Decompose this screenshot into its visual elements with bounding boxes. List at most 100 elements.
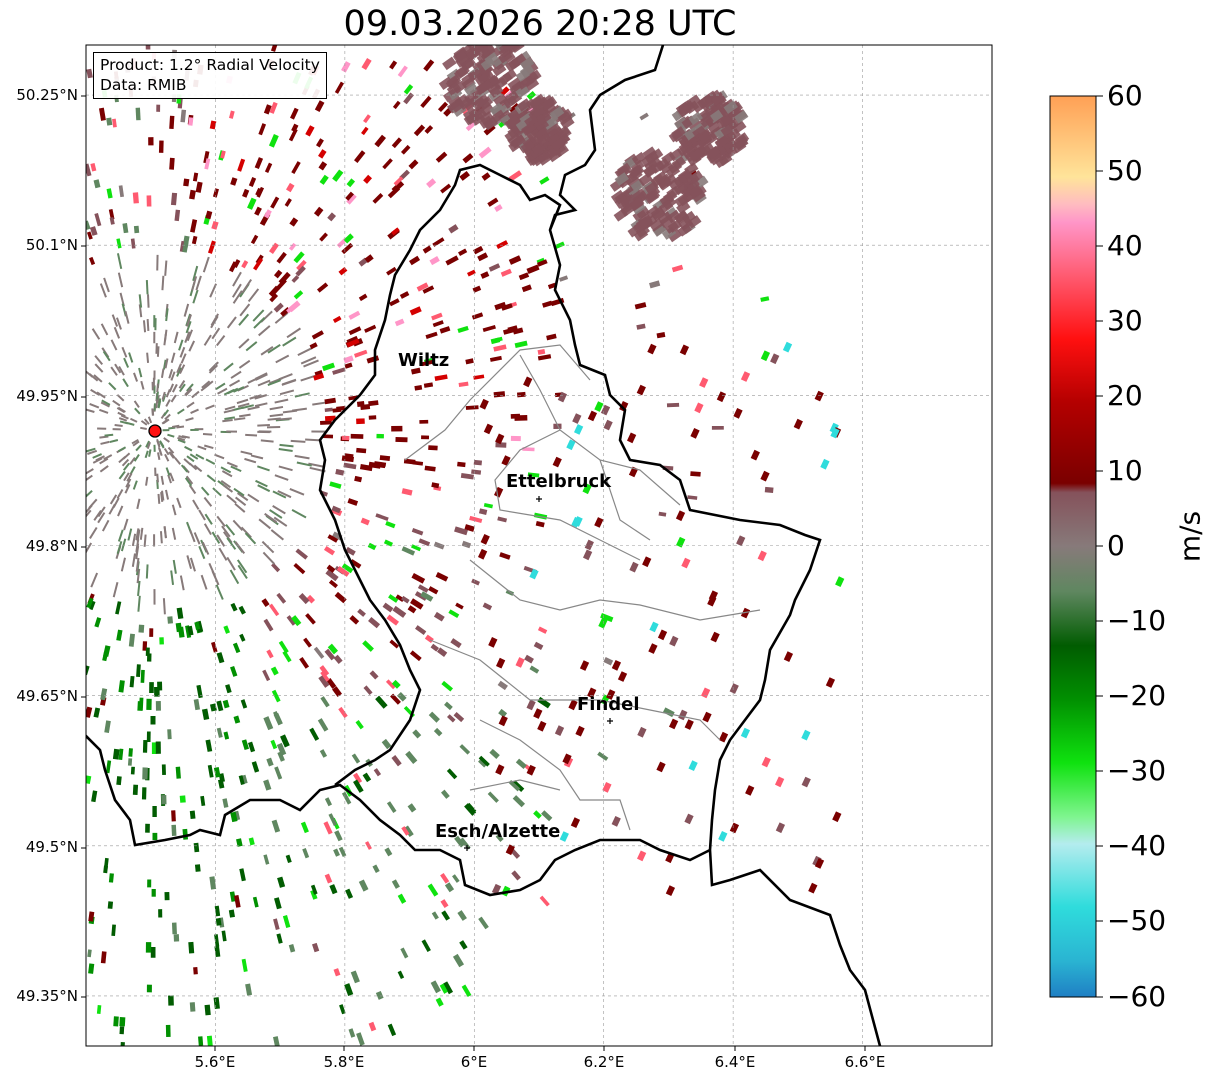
radar-cell xyxy=(401,826,410,836)
radar-cell xyxy=(327,534,339,543)
radar-cell xyxy=(522,447,535,452)
radar-cell xyxy=(214,453,225,460)
radar-cell xyxy=(232,406,244,412)
colorbar-tick-label: 20 xyxy=(1107,379,1143,412)
radar-cell xyxy=(582,483,592,495)
radar-cell xyxy=(191,235,198,245)
radar-cell xyxy=(161,391,166,401)
radar-cell xyxy=(332,367,346,375)
radar-cell xyxy=(514,414,528,421)
radar-cell xyxy=(178,379,186,389)
lat-tick-label: 49.65°N xyxy=(16,687,78,705)
radar-cell xyxy=(247,741,256,753)
radar-cell xyxy=(112,581,119,598)
radar-cell xyxy=(533,810,542,819)
radar-cell xyxy=(555,125,571,140)
radar-cell xyxy=(153,403,157,411)
radar-cell xyxy=(332,686,343,697)
radar-cell xyxy=(175,766,181,779)
radar-cell xyxy=(553,423,562,429)
radar-cell xyxy=(233,487,245,497)
radar-cell xyxy=(171,922,177,935)
radar-cell xyxy=(349,559,362,569)
radar-cell xyxy=(260,346,274,356)
radar-cell xyxy=(515,758,527,770)
radar-cell xyxy=(523,376,533,388)
radar-cell xyxy=(440,789,450,799)
radar-cell xyxy=(428,586,439,595)
radar-cell xyxy=(203,496,213,507)
radar-cell xyxy=(198,509,206,521)
radar-cell xyxy=(699,114,714,128)
radar-cell xyxy=(225,684,232,694)
radar-cell xyxy=(278,448,293,452)
radar-cell xyxy=(318,161,328,171)
radar-cell xyxy=(211,220,219,230)
radar-cell xyxy=(273,516,288,527)
radar-cell xyxy=(594,517,604,528)
radar-cell xyxy=(302,848,310,859)
radar-cell xyxy=(323,545,336,556)
radar-cell xyxy=(495,433,505,445)
radar-cell xyxy=(242,404,254,409)
radar-cell xyxy=(276,251,287,264)
radar-cell xyxy=(426,178,437,188)
radar-cell xyxy=(117,505,124,517)
radar-cell xyxy=(668,128,684,143)
radar-cell xyxy=(101,519,110,532)
radar-cell xyxy=(638,215,653,229)
radar-cell xyxy=(306,594,316,604)
radar-cell xyxy=(150,715,156,725)
radar-cell xyxy=(431,911,439,920)
product-label: Product: 1.2° Radial Velocity xyxy=(100,56,320,74)
radar-cell xyxy=(170,371,176,381)
radar-cell xyxy=(180,464,189,473)
radar-cell xyxy=(103,454,113,461)
radar-cell xyxy=(167,446,175,454)
radar-cell xyxy=(168,995,174,1006)
radar-cell xyxy=(161,764,166,775)
radar-cell xyxy=(503,95,518,109)
radar-cell xyxy=(319,749,328,758)
radar-cell xyxy=(524,654,534,664)
radar-cell xyxy=(441,680,454,692)
radar-cell xyxy=(239,413,251,418)
radar-cell xyxy=(186,314,192,327)
radar-cell xyxy=(535,126,550,141)
radar-cell xyxy=(662,707,675,718)
radar-cell xyxy=(293,251,305,264)
radar-cell xyxy=(217,387,228,395)
radar-cell xyxy=(511,870,521,881)
radar-cell xyxy=(270,45,278,52)
radar-cell xyxy=(395,436,408,443)
radar-cell xyxy=(282,650,292,663)
radar-cell xyxy=(230,465,242,473)
radar-cell xyxy=(424,465,436,472)
radar-cell xyxy=(276,592,287,604)
radar-cell xyxy=(440,183,452,194)
radar-cell xyxy=(440,899,449,909)
radar-cell xyxy=(681,210,697,225)
radar-cell xyxy=(334,830,343,842)
radar-cell xyxy=(151,381,154,391)
radar-cell xyxy=(410,598,424,610)
radar-cell xyxy=(159,440,165,448)
radar-cell xyxy=(128,633,135,647)
radar-cell xyxy=(757,550,767,562)
radar-cell xyxy=(239,868,246,882)
radar-cell xyxy=(193,698,201,711)
radar-cell xyxy=(658,177,673,191)
radar-cell xyxy=(469,45,484,47)
radar-cell xyxy=(324,407,333,413)
radar-cell xyxy=(172,559,177,574)
radar-cell xyxy=(389,60,398,70)
radar-cell xyxy=(105,760,112,774)
radar-cell xyxy=(356,400,365,408)
radar-cell xyxy=(116,776,122,786)
radar-cell xyxy=(650,160,666,174)
radar-cell xyxy=(194,864,201,872)
radar-cell xyxy=(760,470,770,482)
radar-cell xyxy=(629,164,645,179)
radar-cell xyxy=(260,439,274,443)
radar-cell xyxy=(249,394,262,400)
